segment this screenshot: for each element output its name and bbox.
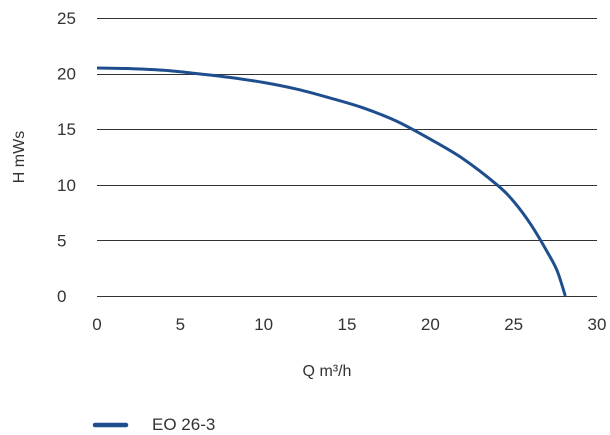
x-tick-label-15: 15: [338, 315, 357, 334]
x-tick-labels: 0 5 10 15 20 25 30: [92, 315, 606, 334]
x-tick-label-0: 0: [92, 315, 101, 334]
y-tick-labels: 0 5 10 15 20 25: [57, 9, 76, 306]
series-line-eo-26-3: [96, 66, 567, 297]
legend: EO 26-3: [92, 415, 215, 434]
y-tick-label-10: 10: [57, 176, 76, 195]
x-axis-label: Q m³/h: [303, 363, 352, 380]
x-tick-label-10: 10: [254, 315, 273, 334]
y-tick-label-0: 0: [57, 287, 66, 306]
y-tick-label-25: 25: [57, 9, 76, 28]
y-tick-label-20: 20: [57, 65, 76, 84]
x-tick-label-20: 20: [421, 315, 440, 334]
y-tick-label-15: 15: [57, 120, 76, 139]
y-tick-label-5: 5: [57, 231, 66, 250]
x-tick-label-5: 5: [176, 315, 185, 334]
legend-label: EO 26-3: [152, 415, 215, 434]
gridlines: [97, 18, 597, 297]
x-tick-label-30: 30: [588, 315, 607, 334]
x-tick-label-25: 25: [504, 315, 523, 334]
series-group: [96, 66, 567, 297]
y-axis-label: H mWs: [11, 131, 28, 183]
